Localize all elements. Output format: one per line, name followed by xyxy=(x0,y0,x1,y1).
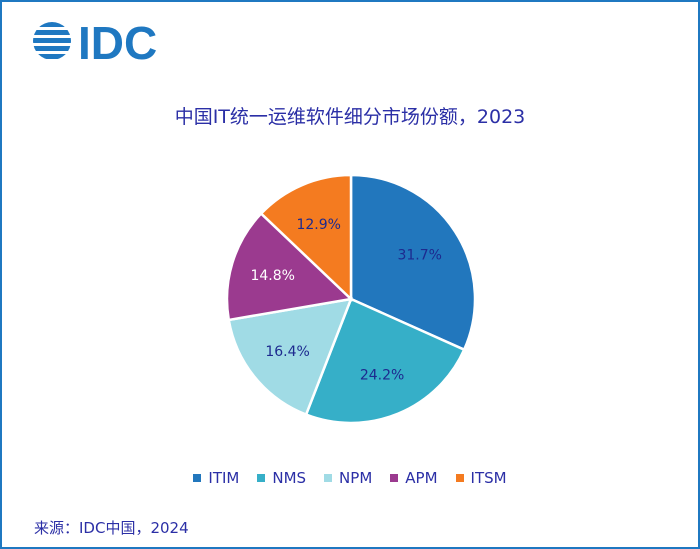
idc-logo: IDC xyxy=(33,17,157,66)
legend: ITIM NMS NPM APM ITSM xyxy=(2,468,698,487)
legend-swatch xyxy=(257,474,266,482)
data-label-itsm: 12.9% xyxy=(296,217,340,233)
legend-item-npm: NPM xyxy=(324,469,372,487)
legend-label: ITIM xyxy=(208,469,240,487)
pie-slice-nms xyxy=(304,297,466,425)
pie-slice-itim xyxy=(349,173,477,352)
pie-slice-itsm xyxy=(259,173,353,302)
legend-item-itim: ITIM xyxy=(193,469,239,487)
data-label-apm: 14.8% xyxy=(250,268,294,284)
data-label-nms: 24.2% xyxy=(360,368,404,384)
legend-item-apm: APM xyxy=(390,469,438,487)
pie-slice-npm xyxy=(227,297,353,417)
data-label-npm: 16.4% xyxy=(265,344,309,360)
chart-title: 中国IT统一运维软件细分市场份额，2023 xyxy=(174,106,526,128)
pie-slice-apm xyxy=(225,211,354,322)
legend-item-nms: NMS xyxy=(257,469,306,487)
legend-swatch xyxy=(193,474,202,482)
legend-item-itsm: ITSM xyxy=(455,469,507,487)
legend-label: ITSM xyxy=(470,469,507,487)
legend-label: NMS xyxy=(272,469,307,487)
legend-swatch xyxy=(390,474,399,482)
data-label-itim: 31.7% xyxy=(397,247,441,263)
source-note: 来源：IDC中国，2024 xyxy=(34,519,189,537)
legend-swatch xyxy=(455,474,464,482)
legend-label: NPM xyxy=(339,469,373,487)
legend-label: APM xyxy=(405,469,438,487)
svg-text:IDC: IDC xyxy=(78,17,157,66)
legend-swatch xyxy=(324,474,333,482)
